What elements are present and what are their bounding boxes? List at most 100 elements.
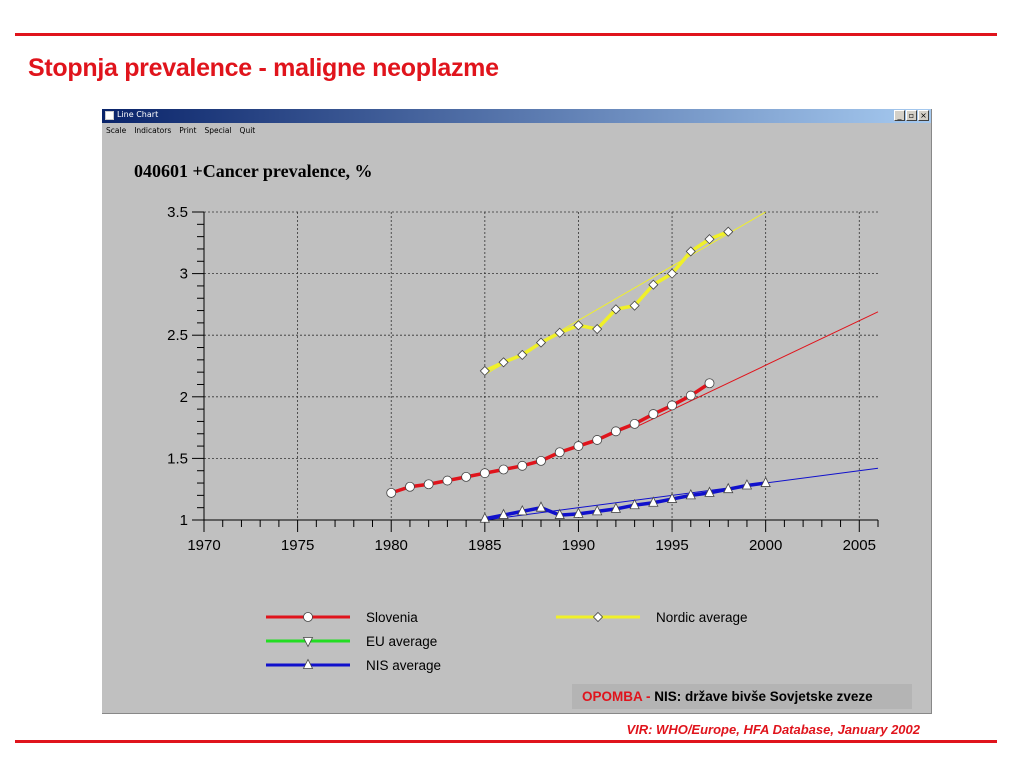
close-icon[interactable]: ×	[918, 110, 929, 121]
slovenia-point	[423, 479, 434, 490]
slovenia-point	[479, 468, 490, 479]
nis-average-point	[479, 512, 490, 523]
nis-average-point	[741, 479, 753, 490]
slovenia-point	[610, 426, 621, 437]
slovenia-point	[498, 464, 509, 475]
y-tick-label: 3	[180, 266, 188, 283]
x-tick-label: 1980	[375, 537, 408, 554]
nis-average-point	[704, 486, 715, 497]
nis-average-point	[723, 482, 734, 494]
x-tick-label: 1995	[655, 537, 688, 554]
x-tick-label: 2000	[749, 537, 782, 554]
legend-marker-slovenia	[303, 612, 313, 622]
nis-average-point	[554, 508, 565, 519]
nis-average-point	[592, 504, 603, 516]
menu-scale[interactable]: Scale	[106, 126, 127, 135]
top-rule	[15, 33, 997, 36]
chart-title: 040601 +Cancer prevalence, %	[134, 161, 373, 181]
minimize-icon[interactable]: _	[894, 110, 905, 121]
nis-average-point	[760, 476, 771, 487]
window-titlebar[interactable]: Line Chart _ ▫ ×	[102, 109, 931, 123]
nis-average-point	[498, 508, 509, 519]
nordic-average-point	[704, 234, 715, 245]
nis-average-point	[685, 488, 696, 500]
legend-marker-nordic-average	[592, 611, 604, 623]
window-title: Line Chart	[117, 110, 159, 119]
axes: 1970 1975 1980 1985 1990 1995 2000 2005 1 1.5 2 2.5…	[167, 204, 879, 554]
trend-line	[484, 467, 879, 521]
app-icon	[105, 111, 114, 120]
nordic-average-point	[535, 337, 547, 348]
note-text: NIS: države bivše Sovjetske zveze	[654, 689, 873, 704]
legend-label-nordic-average: Nordic average	[656, 610, 748, 625]
slovenia-point	[667, 400, 677, 411]
restore-icon[interactable]: ▫	[906, 110, 917, 121]
slovenia-point	[405, 481, 415, 492]
nordic-average-point	[592, 323, 603, 335]
slovenia-point	[592, 435, 603, 445]
legend-marker-eu-average	[302, 637, 314, 648]
nordic-average-point	[685, 246, 696, 257]
y-tick-label: 1	[180, 512, 188, 529]
y-tick-label: 1.5	[167, 450, 188, 467]
slovenia-point	[685, 390, 696, 401]
nis-average-point	[535, 501, 547, 512]
slovenia-point	[704, 378, 715, 389]
note-label: OPOMBA -	[582, 689, 655, 704]
y-tick-label: 3.5	[167, 204, 188, 221]
nordic-average-point	[498, 357, 509, 368]
window-controls: _ ▫ ×	[894, 110, 929, 121]
bottom-rule	[15, 740, 997, 743]
nis-average-point	[629, 498, 640, 510]
menu-quit[interactable]: Quit	[239, 126, 256, 135]
nordic-average-point	[573, 320, 584, 331]
nis-average-point	[610, 502, 622, 513]
legend-label-nis-average: NIS average	[366, 658, 441, 673]
x-tick-label: 1985	[468, 537, 501, 554]
slovenia-point	[536, 455, 546, 466]
y-tick-label: 2.5	[167, 327, 188, 344]
x-tick-label: 1990	[562, 537, 595, 554]
nordic-average-point	[610, 304, 621, 315]
legend-label-slovenia: Slovenia	[366, 610, 418, 625]
x-tick-label: 1970	[187, 537, 220, 554]
line-chart: 040601 +Cancer prevalence, % 1970 1975 198…	[134, 161, 879, 673]
line-chart-window: Line Chart _ ▫ × Scale Indicators Print …	[102, 109, 932, 714]
legend: Slovenia EU average NIS average Nordic aver…	[266, 610, 748, 673]
slovenia-point	[442, 475, 453, 486]
nordic-average-point	[554, 327, 565, 338]
nordic-average-point	[723, 226, 734, 237]
nordic-average-line	[484, 230, 729, 373]
slovenia-point	[573, 441, 584, 451]
nis-average-point	[666, 492, 678, 503]
y-tick-label: 2	[180, 389, 188, 406]
nordic-average-point	[517, 349, 528, 360]
series-layer	[386, 211, 879, 523]
nis-average-line	[484, 481, 766, 521]
slovenia-point	[648, 409, 659, 419]
menu-indicators[interactable]: Indicators	[134, 126, 172, 135]
nordic-average-point	[479, 365, 490, 376]
menu-special[interactable]: Special	[204, 126, 232, 135]
nis-average-point	[573, 507, 584, 518]
slovenia-point	[554, 447, 565, 458]
x-tick-label: 2005	[843, 537, 876, 554]
menu-print[interactable]: Print	[179, 126, 197, 135]
nordic-average-point	[629, 300, 640, 311]
slovenia-point	[386, 487, 397, 498]
x-tick-label: 1975	[281, 537, 314, 554]
nordic-average-point	[666, 268, 678, 279]
slovenia-line	[390, 381, 711, 495]
slovenia-point	[517, 460, 528, 471]
slide-title: Stopnja prevalence - maligne neoplazme	[28, 54, 499, 82]
legend-label-eu-average: EU average	[366, 634, 437, 649]
nis-average-point	[517, 504, 528, 516]
slovenia-point	[461, 471, 472, 482]
legend-marker-nis-average	[302, 658, 314, 669]
grid	[204, 211, 878, 520]
slovenia-point	[629, 419, 640, 429]
menu-bar: Scale Indicators Print Special Quit	[102, 124, 931, 137]
note-box: OPOMBA - NIS: države bivše Sovjetske zve…	[572, 684, 912, 709]
nordic-average-point	[648, 279, 659, 290]
nis-average-point	[648, 496, 659, 507]
